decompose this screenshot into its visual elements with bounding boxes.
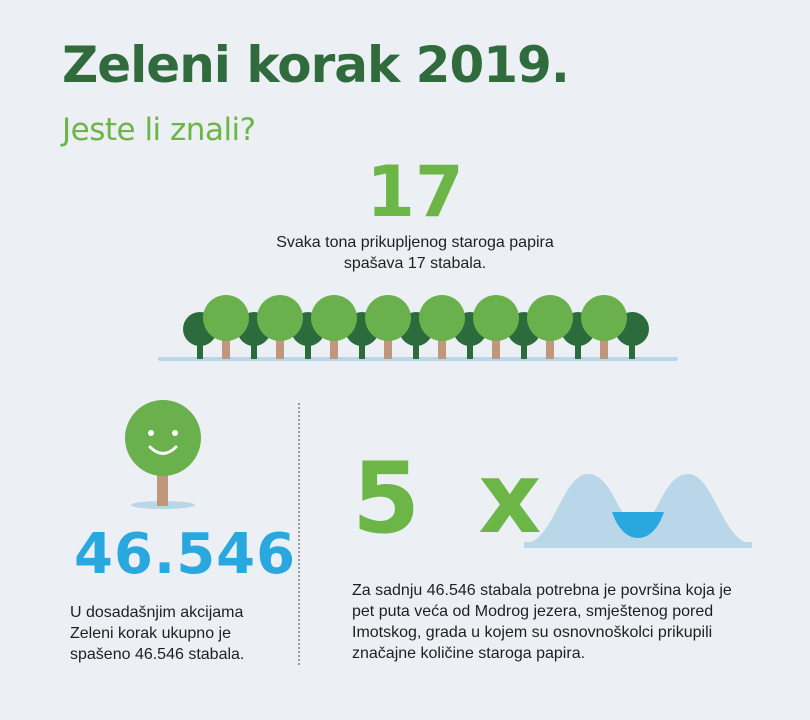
lake-comparison-text: Za sadnju 46.546 stabala potrebna je pov… [352, 582, 732, 662]
lake-hills-icon [524, 474, 752, 548]
trees-per-ton-number: 17 [366, 151, 464, 233]
light-tree [365, 295, 411, 359]
trees-per-ton-text: Svaka tona prikupljenog staroga papira s… [276, 234, 554, 272]
light-tree [203, 295, 249, 359]
light-tree [473, 295, 519, 359]
trees-saved-text: U dosadašnjim akcijama Zeleni korak ukup… [70, 604, 245, 663]
smiling-tree-icon [125, 400, 201, 509]
trees-saved-number: 46.546 [74, 522, 297, 587]
section-divider [298, 403, 300, 665]
tree-row-icon [158, 295, 678, 361]
light-tree [581, 295, 627, 359]
lake-multiplier: 5 x [352, 442, 542, 556]
light-tree [419, 295, 465, 359]
light-tree [527, 295, 573, 359]
light-tree [257, 295, 303, 359]
page-title: Zeleni korak 2019. [62, 36, 570, 94]
light-tree [311, 295, 357, 359]
page-subtitle: Jeste li znali? [62, 112, 256, 148]
